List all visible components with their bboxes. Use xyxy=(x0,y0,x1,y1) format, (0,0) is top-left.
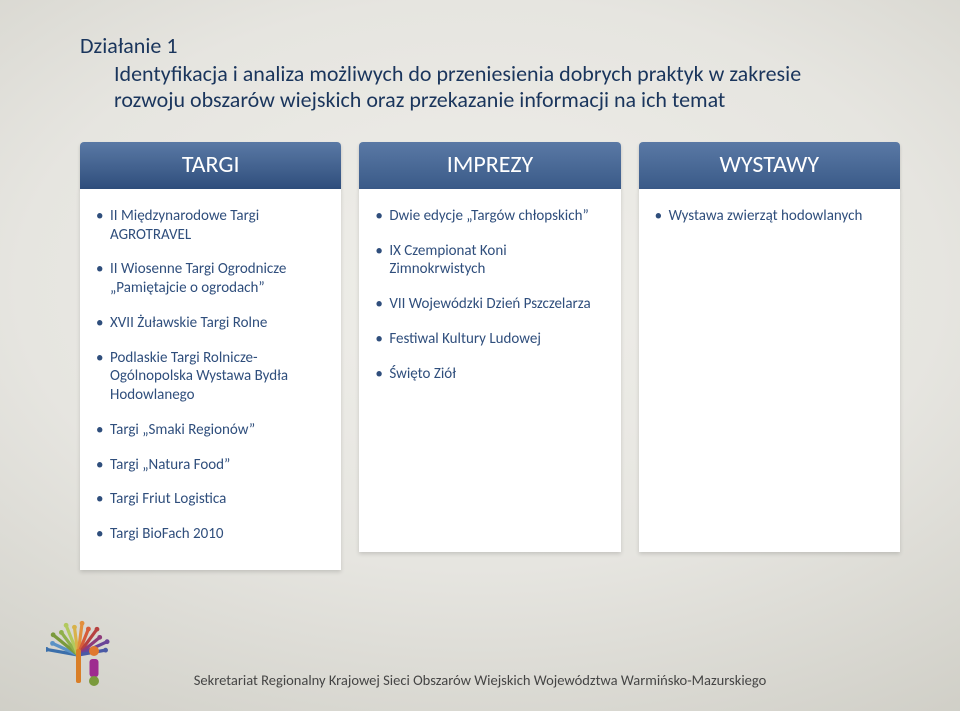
list-item: Targi Friut Logistica xyxy=(96,490,325,509)
list-item: II Wiosenne Targi Ogrodnicze „Pamiętajci… xyxy=(96,260,325,298)
column-header: WYSTAWY xyxy=(639,142,900,189)
list-item: Targi BioFach 2010 xyxy=(96,525,325,544)
logo xyxy=(46,613,126,689)
heading-line-3: rozwoju obszarów wiejskich oraz przekaza… xyxy=(80,87,900,113)
logo-dotted-i xyxy=(89,646,99,686)
column-card: WYSTAWY Wystawa zwierząt hodowlanych xyxy=(639,142,900,552)
list-item: VII Wojewódzki Dzień Pszczelarza xyxy=(375,295,604,314)
list-item: II Międzynarodowe Targi AGROTRAVEL xyxy=(96,207,325,245)
column-body: Dwie edycje „Targów chłopskich” IX Czempi… xyxy=(359,189,620,552)
heading-line-1: Działanie 1 xyxy=(80,32,900,59)
list-item: Dwie edycje „Targów chłopskich” xyxy=(375,207,604,226)
column-header: TARGI xyxy=(80,142,341,189)
column-card: TARGI II Międzynarodowe Targi AGROTRAVEL I… xyxy=(80,142,341,552)
list-item: Wystawa zwierząt hodowlanych xyxy=(655,207,884,226)
list-item: Targi „Smaki Regionów” xyxy=(96,421,325,440)
column-body: II Międzynarodowe Targi AGROTRAVEL II Wio… xyxy=(80,189,341,570)
list-item: Festiwal Kultury Ludowej xyxy=(375,330,604,349)
page-heading: Działanie 1 Identyfikacja i analiza możl… xyxy=(80,32,900,114)
heading-line-2: Identyfikacja i analiza możliwych do prz… xyxy=(80,61,900,87)
list-item: Święto Ziół xyxy=(375,365,604,384)
list-item: XVII Żuławskie Targi Rolne xyxy=(96,314,325,333)
columns-container: TARGI II Międzynarodowe Targi AGROTRAVEL I… xyxy=(80,142,900,552)
footer-text: Sekretariat Regionalny Krajowej Sieci Ob… xyxy=(0,671,960,689)
column-card: IMPREZY Dwie edycje „Targów chłopskich” IX… xyxy=(359,142,620,552)
column-header: IMPREZY xyxy=(359,142,620,189)
list-item: IX Czempionat Koni Zimnokrwistych xyxy=(375,242,604,280)
list-item: Podlaskie Targi Rolnicze- Ogólnopolska W… xyxy=(96,349,325,405)
logo-stem xyxy=(76,649,81,683)
column-body: Wystawa zwierząt hodowlanych xyxy=(639,189,900,552)
list-item: Targi „Natura Food” xyxy=(96,456,325,475)
